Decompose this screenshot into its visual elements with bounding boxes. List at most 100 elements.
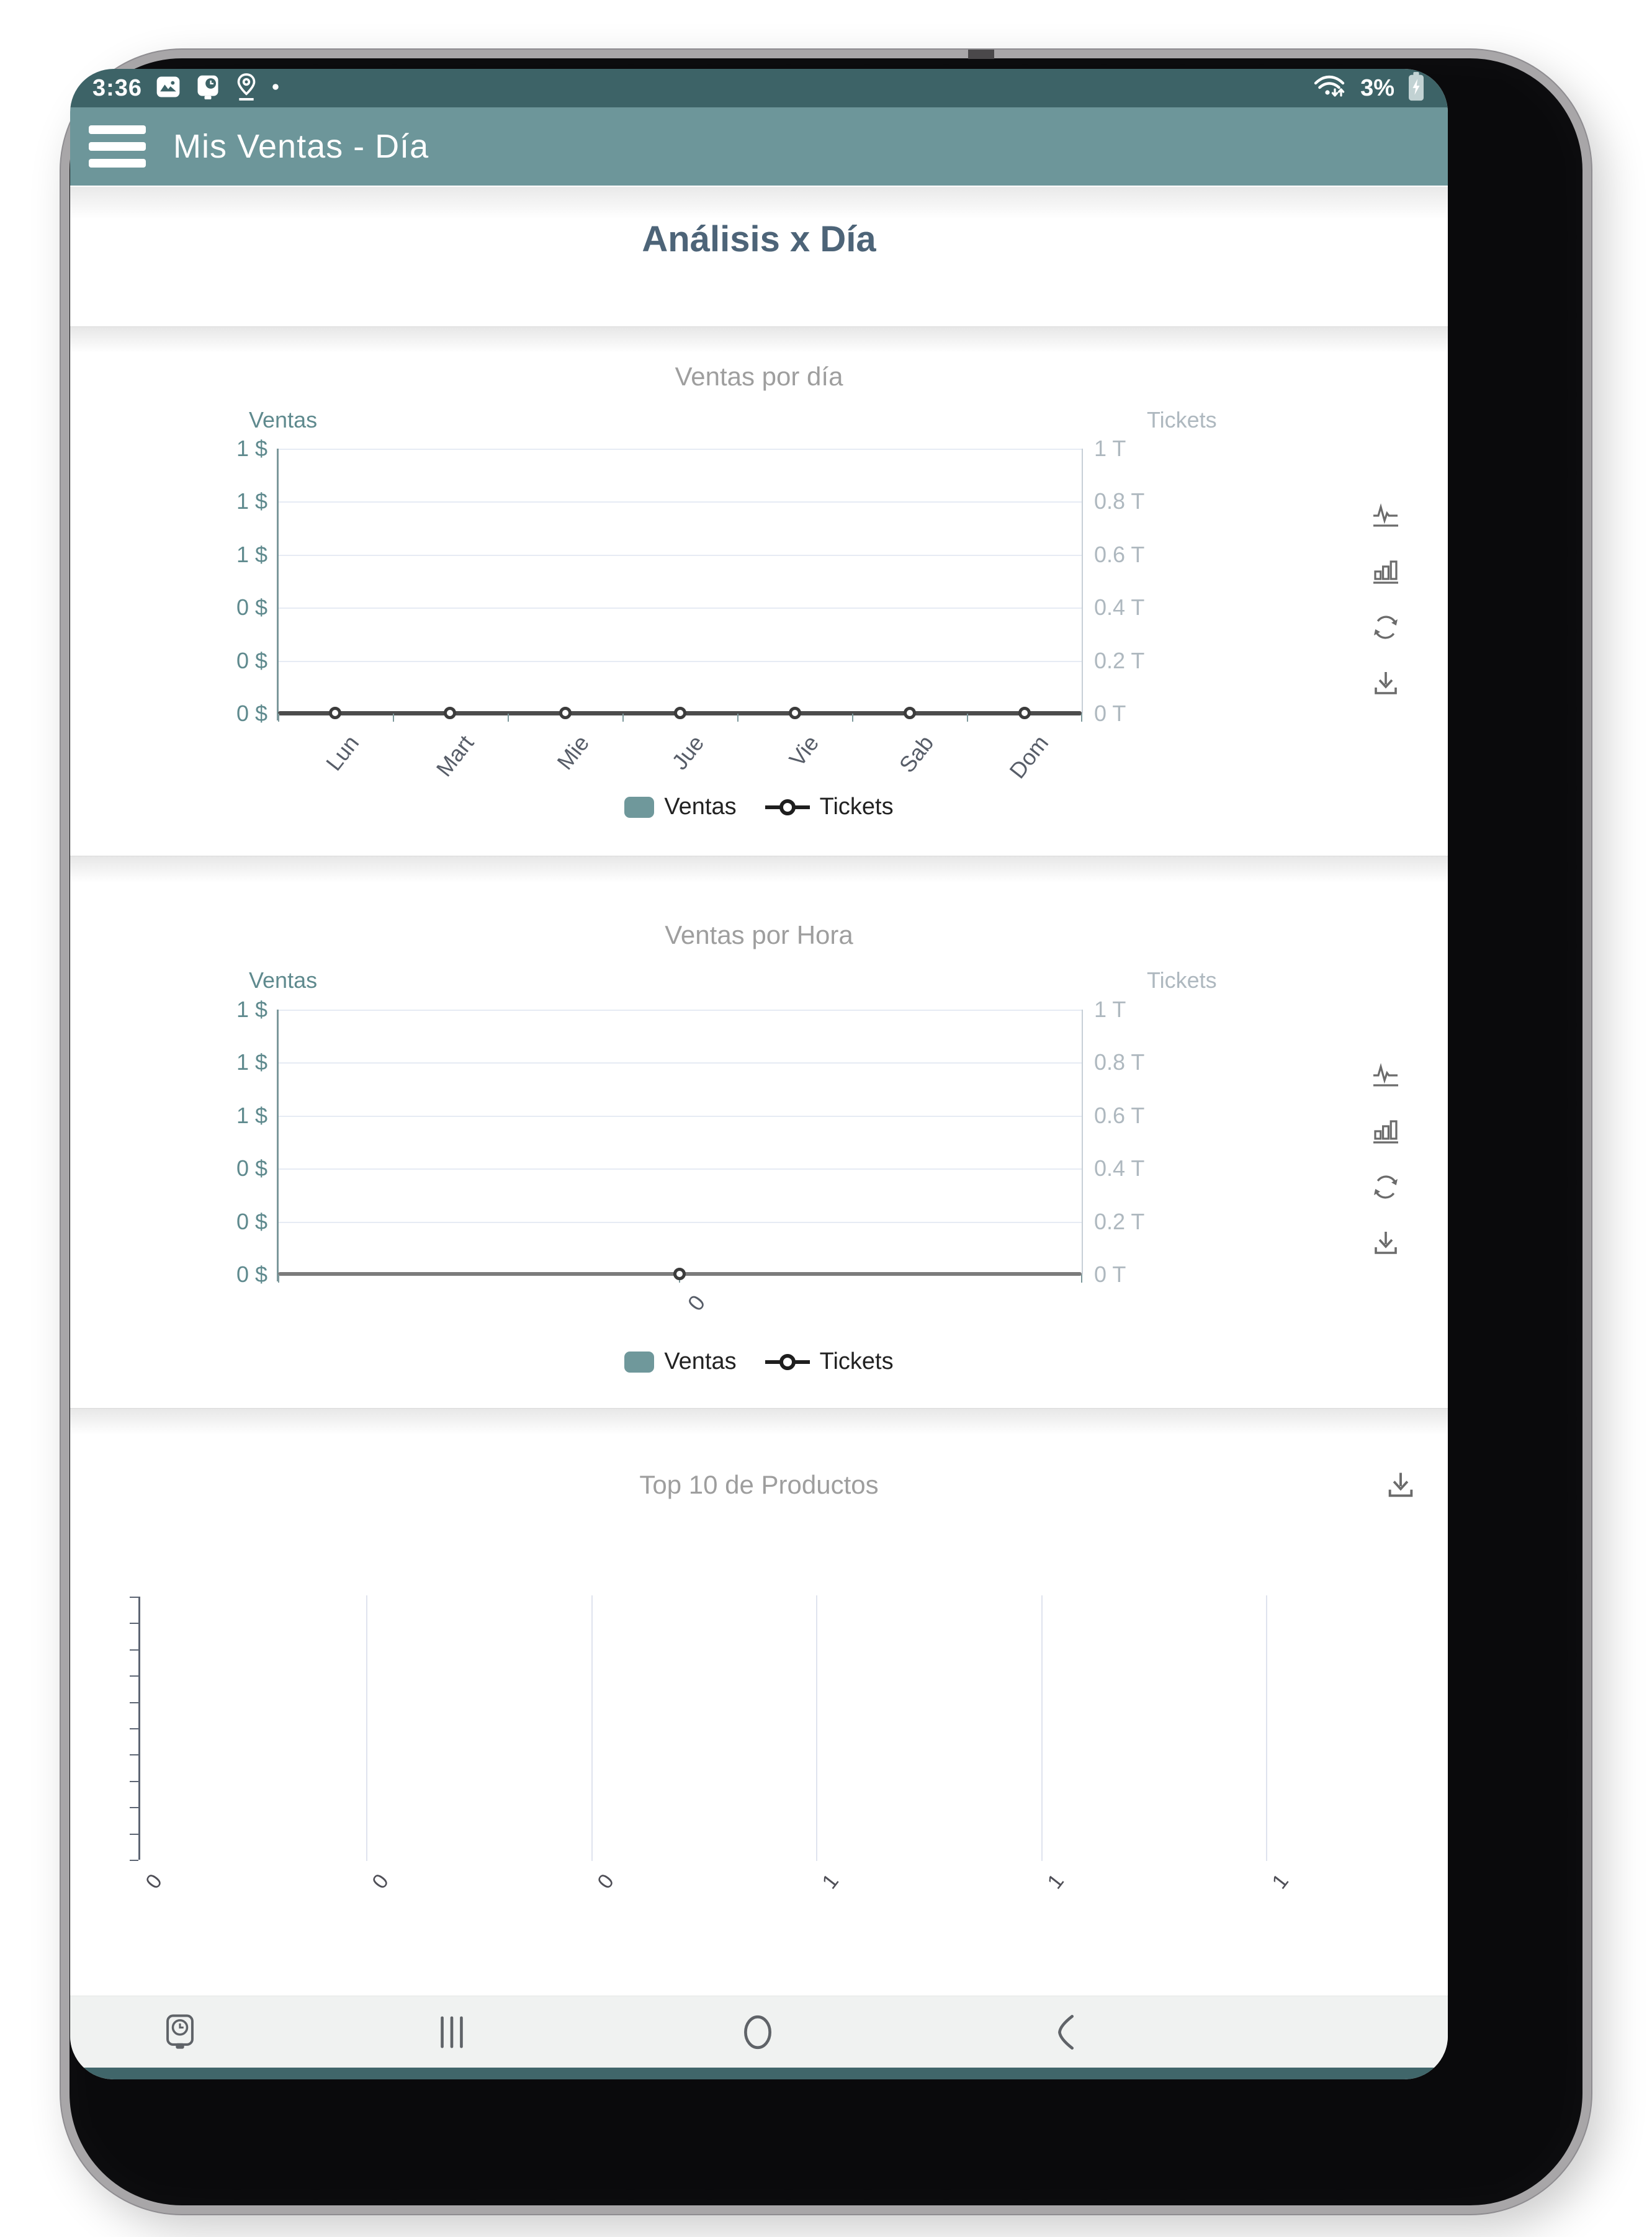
gesture-bar-strip	[70, 2068, 1448, 2079]
section-separator	[70, 326, 1448, 353]
ventas-swatch-icon	[624, 1351, 655, 1373]
download-icon[interactable]	[1385, 1469, 1417, 1501]
y-tick-label: 1 $	[236, 1103, 267, 1128]
android-nav-bar	[70, 1996, 1448, 2068]
section-separator	[70, 856, 1448, 882]
line-chart-icon[interactable]	[1371, 501, 1401, 531]
y2-tick-label: 0.6 T	[1094, 1103, 1145, 1128]
tickets-line-icon	[765, 1352, 810, 1373]
y-tick-label: 1 $	[236, 488, 267, 514]
y-axis-line	[277, 1010, 279, 1281]
y-tick-label: 1 $	[236, 542, 267, 567]
hamburger-icon[interactable]	[89, 125, 148, 168]
x-tick-label: 0	[141, 1870, 167, 1894]
restore-icon[interactable]	[1371, 612, 1401, 642]
legend-item-tickets[interactable]: Tickets	[765, 1348, 894, 1375]
legend-label: Tickets	[819, 794, 894, 820]
x-tick-label: 1	[1267, 1870, 1293, 1894]
y-axis-line	[277, 449, 279, 720]
app-bar-shadow	[70, 186, 1448, 219]
photo-icon	[155, 73, 182, 104]
screen-capture-icon[interactable]	[162, 1996, 198, 2068]
y2-tick-label: 1 T	[1094, 436, 1126, 461]
y-tick-label: 0 $	[236, 1262, 267, 1287]
bar-chart-icon[interactable]	[1371, 557, 1401, 586]
chart-title: Ventas por Hora	[665, 920, 853, 949]
back-icon[interactable]	[1052, 1996, 1079, 2068]
y-tick-label: 0 $	[236, 648, 267, 673]
y2-tick-label: 0.8 T	[1094, 488, 1145, 514]
legend-item-ventas[interactable]: Ventas	[624, 794, 737, 820]
chart-toolbox	[1371, 1060, 1403, 1258]
x-tick-label: 0	[682, 1290, 711, 1316]
y-tick-label: 1 $	[236, 997, 267, 1022]
y-tick-label: 1 $	[236, 436, 267, 461]
legend-label: Tickets	[819, 1348, 894, 1374]
app-bar: Mis Ventas - Día	[70, 107, 1448, 186]
data-point-marker[interactable]	[789, 707, 801, 719]
chart-legend: Ventas Tickets	[70, 1348, 1448, 1375]
legend-item-tickets[interactable]: Tickets	[765, 794, 894, 820]
download-icon[interactable]	[1371, 1228, 1401, 1258]
legend-label: Ventas	[664, 1348, 737, 1374]
chart-legend: Ventas Tickets	[70, 794, 1448, 820]
y-tick-label: 0 $	[236, 594, 267, 620]
section-separator	[70, 1408, 1448, 1435]
bar-chart-icon[interactable]	[1371, 1116, 1401, 1146]
data-point-marker[interactable]	[904, 707, 916, 719]
tickets-line-icon	[765, 797, 810, 818]
battery-charging-icon	[1407, 71, 1425, 105]
data-point-marker[interactable]	[1018, 707, 1031, 719]
chart-title: Top 10 de Productos	[639, 1470, 879, 1499]
chart-title: Ventas por día	[675, 362, 843, 391]
download-icon[interactable]	[1371, 668, 1401, 698]
data-point-marker[interactable]	[674, 707, 686, 719]
y-axis-name-tickets: Tickets	[1147, 967, 1217, 993]
location-icon	[234, 72, 259, 105]
data-point-marker[interactable]	[559, 707, 572, 719]
category-axis-line	[138, 1597, 140, 1860]
y-tick-label: 0 $	[236, 1209, 267, 1234]
y2-tick-label: 1 T	[1094, 997, 1126, 1022]
notification-dot-icon	[271, 83, 280, 94]
y2-tick-label: 0.6 T	[1094, 542, 1145, 567]
y2-tick-label: 0.4 T	[1094, 1155, 1145, 1181]
y-axis-name-ventas: Ventas	[249, 967, 318, 993]
ventas-swatch-icon	[624, 796, 655, 818]
legend-label: Ventas	[664, 794, 737, 820]
y-tick-label: 0 $	[236, 1155, 267, 1181]
page-title: Análisis x Día	[642, 219, 876, 259]
home-icon[interactable]	[740, 1996, 775, 2068]
y-tick-label: 1 $	[236, 1049, 267, 1075]
y2-axis-line	[1082, 449, 1083, 714]
y2-tick-label: 0.4 T	[1094, 594, 1145, 620]
x-tick-label: 0	[367, 1870, 393, 1894]
battery-percent: 3%	[1360, 74, 1394, 101]
y2-tick-label: 0 T	[1094, 701, 1126, 726]
data-point-marker[interactable]	[444, 707, 456, 719]
clock-time: 3:36	[92, 74, 143, 101]
data-point-marker[interactable]	[673, 1268, 686, 1280]
x-tick-label: 1	[1043, 1870, 1069, 1894]
x-tick-label: 1	[817, 1870, 843, 1894]
restore-icon[interactable]	[1371, 1172, 1401, 1202]
app-bar-title: Mis Ventas - Día	[173, 128, 429, 165]
x-tick-label: 0	[593, 1870, 619, 1894]
y-axis-name-ventas: Ventas	[249, 407, 318, 433]
y2-tick-label: 0.2 T	[1094, 1209, 1145, 1234]
y2-axis-line	[1082, 1010, 1083, 1275]
y2-tick-label: 0 T	[1094, 1262, 1126, 1287]
tablet-screen: 3:36 3% Mis Ventas - D	[70, 69, 1448, 2079]
chart-toolbox	[1371, 501, 1403, 698]
wifi-icon	[1313, 73, 1348, 104]
microphone-notch	[968, 50, 994, 59]
recents-icon[interactable]	[434, 1996, 470, 2068]
data-point-marker[interactable]	[329, 707, 341, 719]
screenshot-icon	[194, 73, 222, 104]
y-tick-label: 0 $	[236, 701, 267, 726]
y2-tick-label: 0.2 T	[1094, 648, 1145, 673]
line-chart-icon[interactable]	[1371, 1060, 1401, 1090]
legend-item-ventas[interactable]: Ventas	[624, 1348, 737, 1375]
y-axis-name-tickets: Tickets	[1147, 407, 1217, 433]
y2-tick-label: 0.8 T	[1094, 1049, 1145, 1075]
